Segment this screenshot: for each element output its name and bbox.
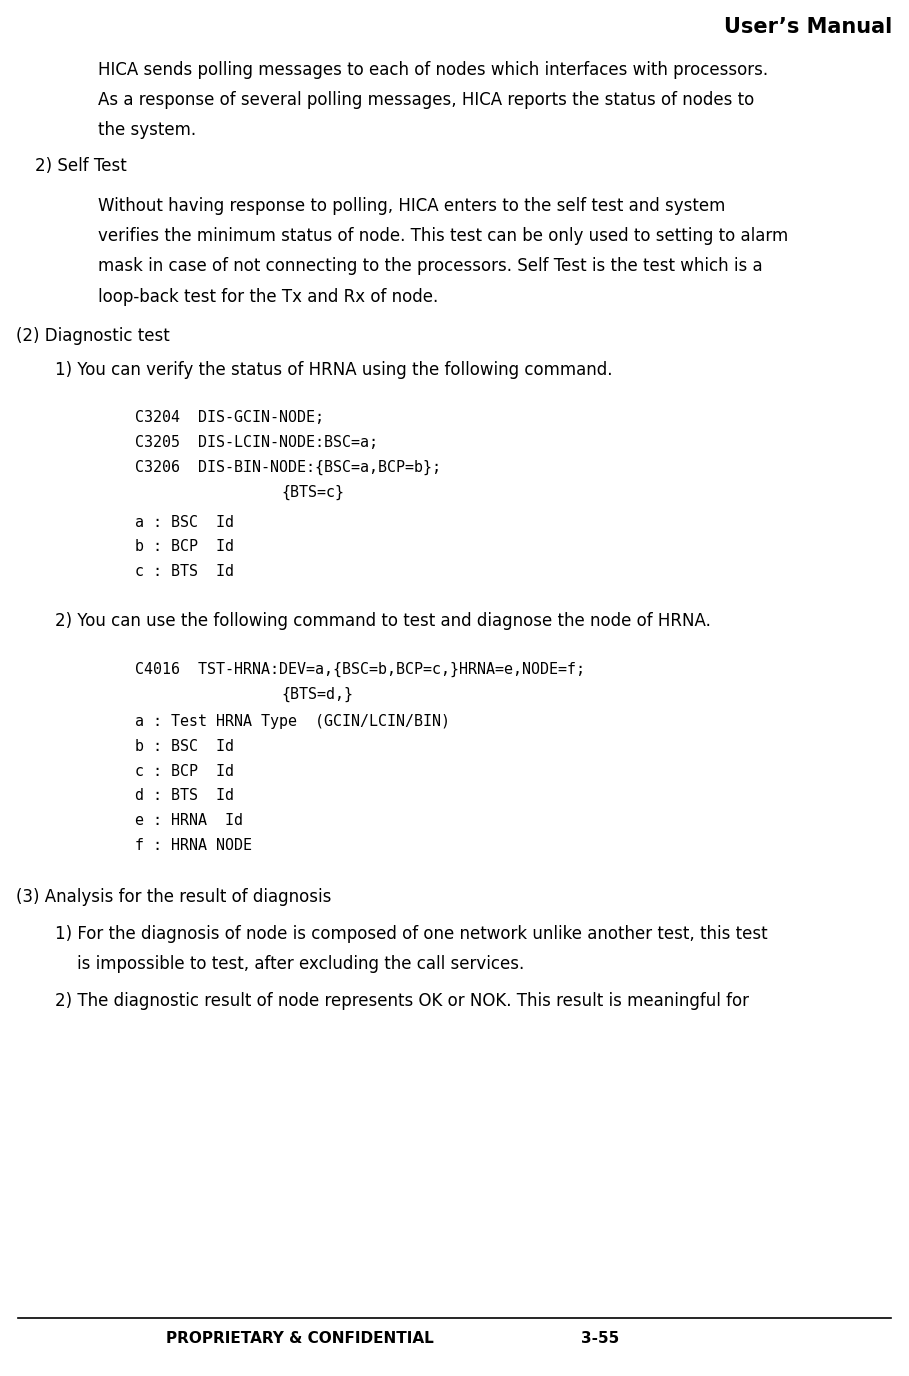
Text: HICA sends polling messages to each of nodes which interfaces with processors.: HICA sends polling messages to each of n…: [98, 61, 768, 78]
Text: b : BCP  Id: b : BCP Id: [135, 539, 234, 555]
Text: d : BTS  Id: d : BTS Id: [135, 788, 234, 804]
Text: C3205  DIS-LCIN-NODE:BSC=a;: C3205 DIS-LCIN-NODE:BSC=a;: [135, 435, 377, 450]
Text: is impossible to test, after excluding the call services.: is impossible to test, after excluding t…: [77, 955, 524, 973]
Text: PROPRIETARY & CONFIDENTIAL: PROPRIETARY & CONFIDENTIAL: [166, 1331, 434, 1346]
Text: As a response of several polling messages, HICA reports the status of nodes to: As a response of several polling message…: [98, 91, 754, 109]
Text: e : HRNA  Id: e : HRNA Id: [135, 813, 243, 828]
Text: C3204  DIS-GCIN-NODE;: C3204 DIS-GCIN-NODE;: [135, 410, 324, 425]
Text: (3) Analysis for the result of diagnosis: (3) Analysis for the result of diagnosis: [16, 888, 332, 905]
Text: loop-back test for the Tx and Rx of node.: loop-back test for the Tx and Rx of node…: [98, 288, 438, 305]
Text: verifies the minimum status of node. This test can be only used to setting to al: verifies the minimum status of node. Thi…: [98, 227, 788, 245]
Text: User’s Manual: User’s Manual: [724, 17, 893, 37]
Text: b : BSC  Id: b : BSC Id: [135, 739, 234, 754]
Text: {BTS=d,}: {BTS=d,}: [282, 687, 354, 702]
Text: 2) The diagnostic result of node represents OK or NOK. This result is meaningful: 2) The diagnostic result of node represe…: [55, 992, 748, 1010]
Text: c : BTS  Id: c : BTS Id: [135, 564, 234, 579]
Text: the system.: the system.: [98, 121, 196, 139]
Text: 2) Self Test: 2) Self Test: [35, 157, 126, 175]
Text: c : BCP  Id: c : BCP Id: [135, 764, 234, 779]
Text: 1) You can verify the status of HRNA using the following command.: 1) You can verify the status of HRNA usi…: [55, 361, 612, 378]
Text: f : HRNA NODE: f : HRNA NODE: [135, 838, 252, 853]
Text: 3-55: 3-55: [581, 1331, 619, 1346]
Text: Without having response to polling, HICA enters to the self test and system: Without having response to polling, HICA…: [98, 197, 725, 215]
Text: {BTS=c}: {BTS=c}: [282, 484, 345, 499]
Text: a : BSC  Id: a : BSC Id: [135, 515, 234, 530]
Text: mask in case of not connecting to the processors. Self Test is the test which is: mask in case of not connecting to the pr…: [98, 257, 763, 275]
Text: 1) For the diagnosis of node is composed of one network unlike another test, thi: 1) For the diagnosis of node is composed…: [55, 925, 767, 943]
Text: (2) Diagnostic test: (2) Diagnostic test: [16, 327, 170, 345]
Text: C3206  DIS-BIN-NODE:{BSC=a,BCP=b};: C3206 DIS-BIN-NODE:{BSC=a,BCP=b};: [135, 460, 441, 475]
Text: 2) You can use the following command to test and diagnose the node of HRNA.: 2) You can use the following command to …: [55, 612, 711, 630]
Text: a : Test HRNA Type  (GCIN/LCIN/BIN): a : Test HRNA Type (GCIN/LCIN/BIN): [135, 714, 450, 729]
Text: C4016  TST-HRNA:DEV=a,{BSC=b,BCP=c,}HRNA=e,NODE=f;: C4016 TST-HRNA:DEV=a,{BSC=b,BCP=c,}HRNA=…: [135, 662, 584, 677]
